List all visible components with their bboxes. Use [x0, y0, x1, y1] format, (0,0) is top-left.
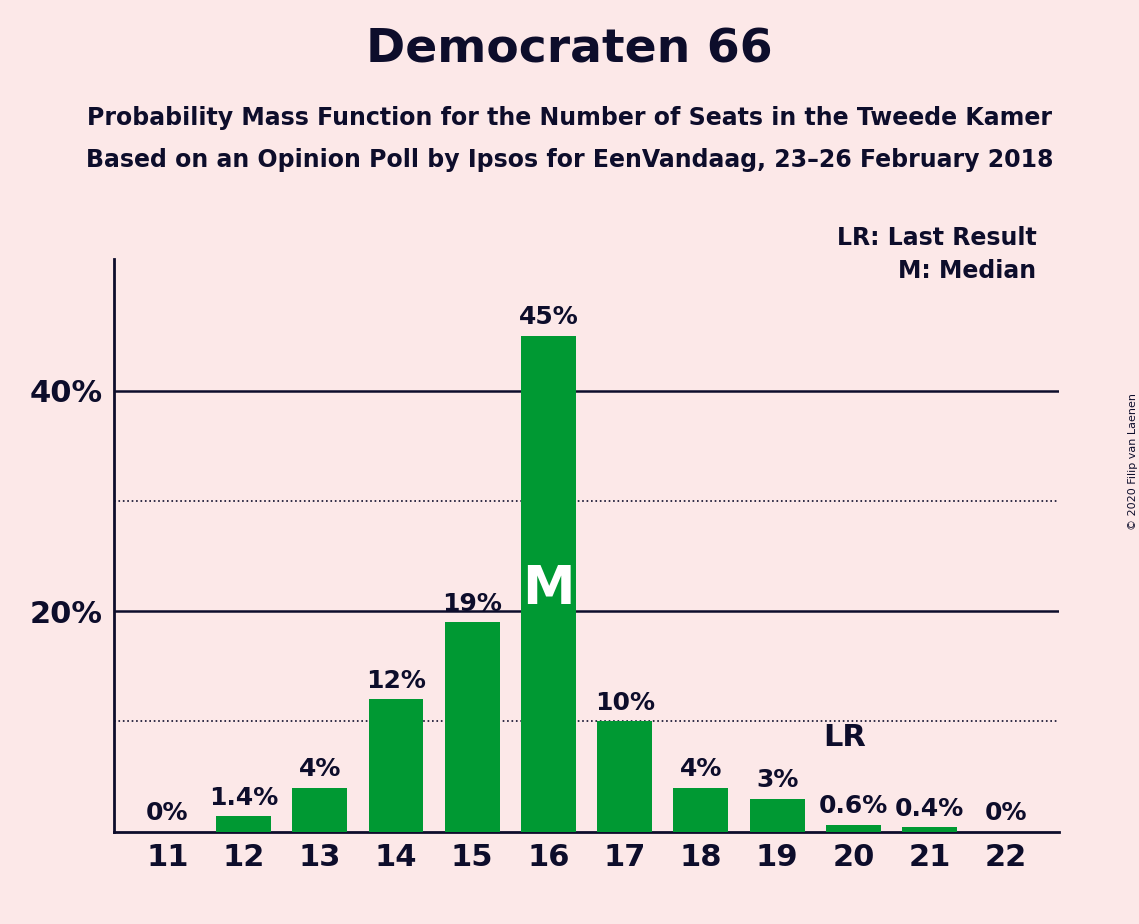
Text: 0.6%: 0.6% [819, 795, 888, 819]
Text: 0%: 0% [984, 801, 1027, 825]
Text: LR: Last Result: LR: Last Result [837, 226, 1036, 250]
Text: 12%: 12% [366, 669, 426, 693]
Text: 0.4%: 0.4% [895, 796, 965, 821]
Text: 4%: 4% [298, 757, 341, 781]
Bar [597, 722, 653, 832]
Bar [369, 699, 424, 832]
Bar [673, 787, 729, 832]
Bar [902, 827, 957, 832]
Text: 19%: 19% [442, 591, 502, 615]
Text: 1.4%: 1.4% [208, 785, 278, 809]
Text: Based on an Opinion Poll by Ipsos for EenVandaag, 23–26 February 2018: Based on an Opinion Poll by Ipsos for Ee… [85, 148, 1054, 172]
Text: 0%: 0% [146, 801, 189, 825]
Text: M: Median: M: Median [899, 259, 1036, 283]
Bar [216, 816, 271, 832]
Bar [826, 825, 880, 832]
Text: 4%: 4% [680, 757, 722, 781]
Text: © 2020 Filip van Laenen: © 2020 Filip van Laenen [1129, 394, 1138, 530]
Text: 10%: 10% [595, 691, 655, 715]
Bar [293, 787, 347, 832]
Bar [445, 622, 500, 832]
Text: Democraten 66: Democraten 66 [366, 28, 773, 73]
Bar [749, 798, 804, 832]
Text: LR: LR [822, 723, 866, 752]
Text: 45%: 45% [518, 305, 579, 329]
Text: 3%: 3% [756, 768, 798, 792]
Text: Probability Mass Function for the Number of Seats in the Tweede Kamer: Probability Mass Function for the Number… [87, 106, 1052, 130]
Bar [521, 335, 576, 832]
Text: M: M [522, 564, 575, 615]
